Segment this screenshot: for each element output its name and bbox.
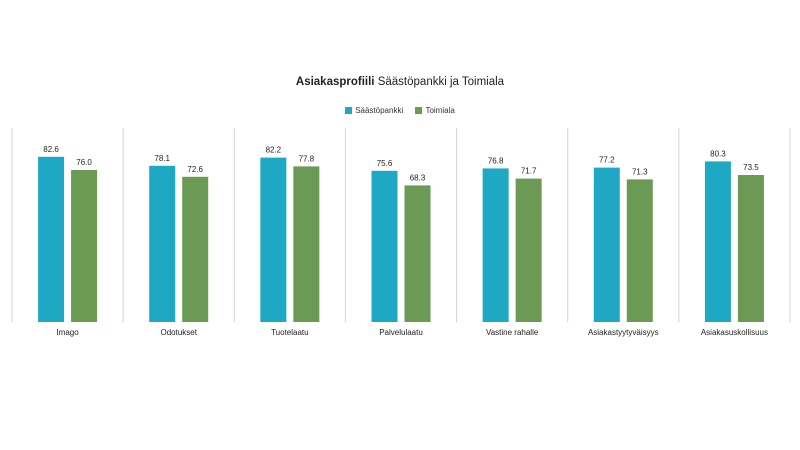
category-label: Asiakastyytyväisyys: [588, 328, 659, 337]
legend-item-toimiala: Toimiala: [415, 106, 455, 115]
data-label-saastopankki: 80.3: [710, 149, 726, 158]
chart-title: Asiakasprofiili Säästöpankki ja Toimiala: [0, 76, 800, 88]
bar-saastopankki: [482, 168, 509, 322]
data-label-toimiala: 72.6: [187, 165, 203, 174]
category-label: Palvelulaatu: [379, 328, 423, 337]
data-label-saastopankki: 76.8: [488, 156, 504, 165]
bar-toimiala: [737, 175, 764, 322]
chart-legend: Säästöpankki Toimiala: [0, 106, 800, 116]
legend-item-saastopankki: Säästöpankki: [345, 106, 403, 115]
data-label-toimiala: 73.5: [743, 163, 759, 172]
data-label-saastopankki: 82.6: [43, 145, 59, 154]
bar-toimiala: [515, 178, 542, 322]
data-label-saastopankki: 78.1: [154, 154, 170, 163]
bar-toimiala: [182, 176, 209, 322]
chart-subtitle: Säästöpankki ja Toimiala: [377, 76, 505, 88]
bar-saastopankki: [371, 170, 398, 322]
bar-toimiala: [71, 170, 98, 322]
bar-saastopankki: [149, 165, 176, 322]
data-label-toimiala: 77.8: [299, 154, 315, 163]
data-label-toimiala: 76.0: [76, 158, 92, 167]
category-label: Asiakasuskollisuus: [701, 328, 768, 337]
category-label: Tuotelaatu: [271, 328, 309, 337]
legend-label-toimiala: Toimiala: [425, 106, 455, 115]
data-label-toimiala: 68.3: [410, 173, 426, 182]
bar-toimiala: [293, 166, 320, 322]
data-label-toimiala: 71.3: [632, 167, 648, 176]
bar-saastopankki: [593, 167, 620, 322]
data-label-saastopankki: 77.2: [599, 156, 615, 165]
legend-swatch-saastopankki: [345, 107, 353, 114]
category-label: Imago: [56, 328, 79, 337]
category-label: Vastine rahalle: [486, 328, 539, 337]
bar-saastopankki: [704, 161, 731, 322]
data-label-saastopankki: 75.6: [377, 159, 393, 168]
legend-swatch-toimiala: [415, 107, 423, 114]
data-label-toimiala: 71.7: [521, 167, 537, 176]
category-label: Odotukset: [160, 328, 197, 337]
bar-saastopankki: [260, 157, 287, 322]
data-label-saastopankki: 82.2: [266, 146, 282, 155]
legend-label-saastopankki: Säästöpankki: [355, 106, 404, 115]
chart-title-main: Asiakasprofiili: [295, 76, 375, 88]
bar-saastopankki: [38, 156, 65, 322]
bar-toimiala: [626, 179, 653, 322]
bar-toimiala: [404, 185, 431, 322]
